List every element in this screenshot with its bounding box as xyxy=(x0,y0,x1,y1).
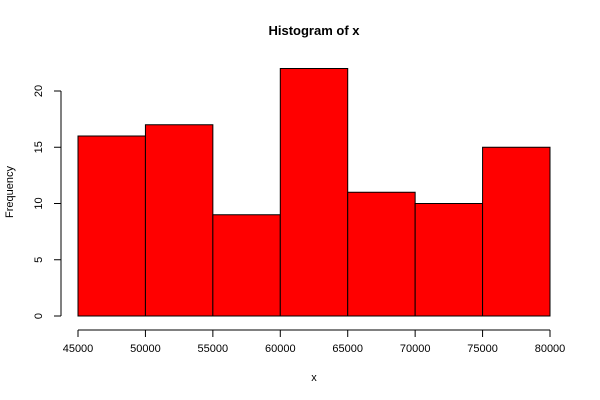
histogram-bar-1 xyxy=(144,124,214,317)
histogram-bar-2 xyxy=(212,214,281,317)
x-tick-label: 75000 xyxy=(467,343,498,355)
y-tick-label: 10 xyxy=(33,197,45,209)
histogram-bar-5 xyxy=(414,203,484,317)
x-tick-label: 60000 xyxy=(265,343,296,355)
histogram-bar-4 xyxy=(347,191,416,317)
chart-title: Histogram of x xyxy=(268,23,360,38)
x-tick-label: 80000 xyxy=(535,343,566,355)
x-tick-label: 65000 xyxy=(332,343,363,355)
x-tick-label: 45000 xyxy=(63,343,94,355)
x-tick-label: 55000 xyxy=(198,343,229,355)
y-tick-label: 20 xyxy=(33,85,45,97)
histogram-bar-6 xyxy=(482,146,551,317)
y-tick-label: 15 xyxy=(33,141,45,153)
histogram-bar-3 xyxy=(279,68,349,317)
y-tick-label: 5 xyxy=(33,257,45,263)
histogram-bar-0 xyxy=(77,135,146,317)
y-tick-label: 0 xyxy=(33,313,45,319)
y-axis-label: Frequency xyxy=(4,166,16,218)
x-tick-label: 50000 xyxy=(130,343,161,355)
x-axis-label: x xyxy=(311,372,317,384)
x-tick-label: 70000 xyxy=(400,343,431,355)
